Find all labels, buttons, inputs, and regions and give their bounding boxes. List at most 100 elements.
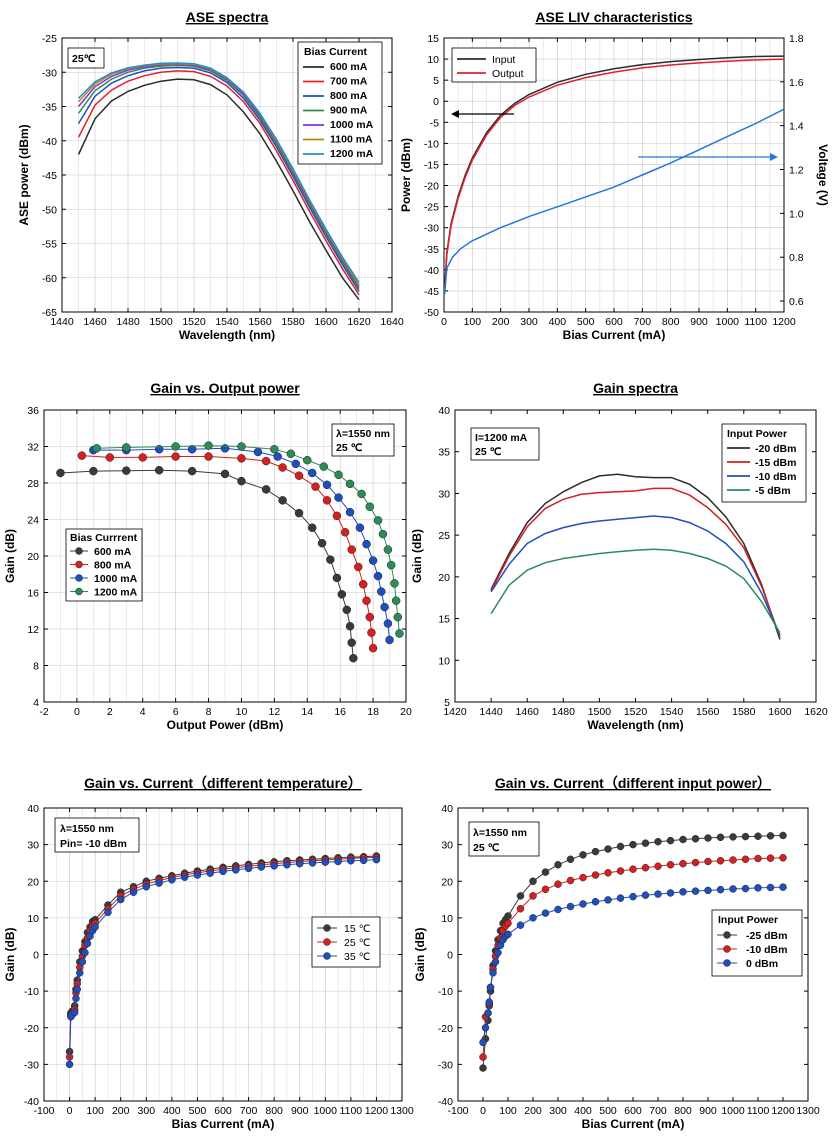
- y-tick-label: 5: [444, 697, 450, 709]
- data-point: [220, 469, 230, 479]
- x-tick-label: 300: [520, 316, 538, 328]
- data-point: [741, 855, 750, 864]
- x-tick-label: 1440: [50, 316, 74, 328]
- legend-label: -10 dBm: [746, 944, 787, 956]
- x-tick-label: 1100: [747, 1105, 770, 1117]
- data-point: [303, 455, 312, 465]
- y2-tick-label: 1.6: [789, 77, 804, 89]
- x-tick-label: 1600: [768, 706, 792, 718]
- x-tick-label: 1460: [83, 316, 107, 328]
- y-tick-label: 40: [438, 405, 450, 417]
- legend-label: Output: [492, 68, 524, 80]
- series-line: [443, 108, 785, 295]
- y-tick-label: -60: [42, 273, 57, 285]
- data-point: [193, 871, 202, 879]
- data-point: [504, 912, 512, 920]
- data-point: [365, 502, 375, 511]
- annotation: I=1200 mA: [475, 432, 528, 444]
- data-point: [283, 861, 291, 869]
- data-point: [72, 994, 80, 1003]
- data-point: [766, 883, 775, 892]
- y-tick-label: 12: [27, 624, 39, 636]
- x-tick-label: 1420: [443, 706, 467, 718]
- annotation: 25℃: [72, 53, 96, 65]
- data-point: [244, 864, 253, 873]
- x-tick-label: 0: [67, 1105, 73, 1117]
- arrow-right-head: [770, 153, 778, 161]
- x-tick-label: 0: [74, 706, 80, 718]
- y-tick-label: 0: [433, 96, 439, 108]
- legend-marker: [723, 945, 731, 953]
- data-point: [616, 867, 625, 875]
- x-tick-label: 1520: [182, 316, 206, 328]
- data-point: [206, 869, 214, 877]
- y-tick-label: 32: [27, 442, 39, 454]
- legend: [297, 41, 383, 165]
- data-point: [395, 629, 404, 638]
- data-point: [334, 470, 343, 480]
- data-point: [286, 449, 296, 459]
- y-tick-label: 40: [441, 803, 453, 815]
- y-tick-label: 15: [438, 614, 450, 626]
- x-tick-label: 1620: [347, 316, 371, 328]
- x-tick-label: 1200: [771, 1105, 795, 1117]
- data-point: [666, 889, 675, 897]
- x-tick-label: 1200: [365, 1105, 389, 1117]
- data-point: [204, 452, 213, 461]
- data-point: [204, 441, 213, 450]
- data-point: [237, 442, 246, 451]
- data-point: [89, 466, 98, 476]
- chart-title: ASE LIV characteristics: [535, 9, 692, 25]
- data-point: [322, 480, 332, 490]
- x-tick-label: 1560: [696, 706, 720, 718]
- data-point: [641, 839, 650, 847]
- data-point: [704, 857, 712, 866]
- y-axis-label: Gain (dB): [410, 529, 424, 583]
- annotation: λ=1550 nm: [60, 823, 114, 835]
- data-point: [253, 447, 263, 457]
- data-point: [358, 580, 368, 589]
- data-point: [591, 871, 600, 879]
- data-point: [232, 866, 240, 874]
- chart-ase: ASE spectra 1440 1460 1480 1500 1520 1540 1560 1…: [17, 9, 404, 342]
- data-point: [566, 855, 575, 864]
- data-point: [270, 444, 279, 454]
- legend-label: 35 ℃: [344, 951, 371, 963]
- x-tick-label: 600: [214, 1105, 232, 1117]
- data-point: [345, 479, 355, 489]
- data-point: [308, 859, 317, 867]
- data-point: [261, 485, 271, 494]
- data-point: [716, 856, 725, 865]
- data-point: [779, 831, 787, 840]
- data-point: [729, 833, 737, 841]
- data-point: [604, 896, 612, 904]
- data-point: [368, 643, 378, 653]
- data-point: [629, 865, 637, 873]
- y-tick-label: -5: [430, 117, 439, 129]
- legend-title: Bias Currrent: [70, 532, 138, 544]
- data-point: [261, 456, 271, 466]
- x-tick-label: 1000: [721, 1105, 745, 1117]
- y-tick-label: 36: [27, 405, 39, 417]
- series-line: [77, 62, 360, 283]
- x-tick-label: 1500: [149, 316, 173, 328]
- data-point: [741, 832, 750, 841]
- data-point: [566, 902, 575, 911]
- x-axis-label: Wavelength (nm): [587, 718, 683, 732]
- data-point: [486, 983, 495, 992]
- x-tick-label: 1300: [390, 1105, 414, 1117]
- legend: [451, 47, 537, 83]
- y-tick-label: 5: [433, 75, 439, 87]
- legend-label: 15 ℃: [344, 923, 371, 935]
- x-axis-label: Bias Current (mA): [172, 1117, 275, 1131]
- annotation: 25 ℃: [473, 842, 500, 854]
- data-point: [332, 573, 342, 583]
- y-tick-label: 4: [33, 697, 39, 709]
- x-tick-label: 400: [574, 1105, 592, 1117]
- y2-tick-label: 1.2: [789, 165, 804, 177]
- data-point: [679, 859, 687, 868]
- legend-marker: [75, 547, 83, 555]
- data-point: [484, 1009, 492, 1017]
- y-tick-label: -30: [424, 223, 439, 235]
- y-tick-label: 24: [27, 515, 39, 527]
